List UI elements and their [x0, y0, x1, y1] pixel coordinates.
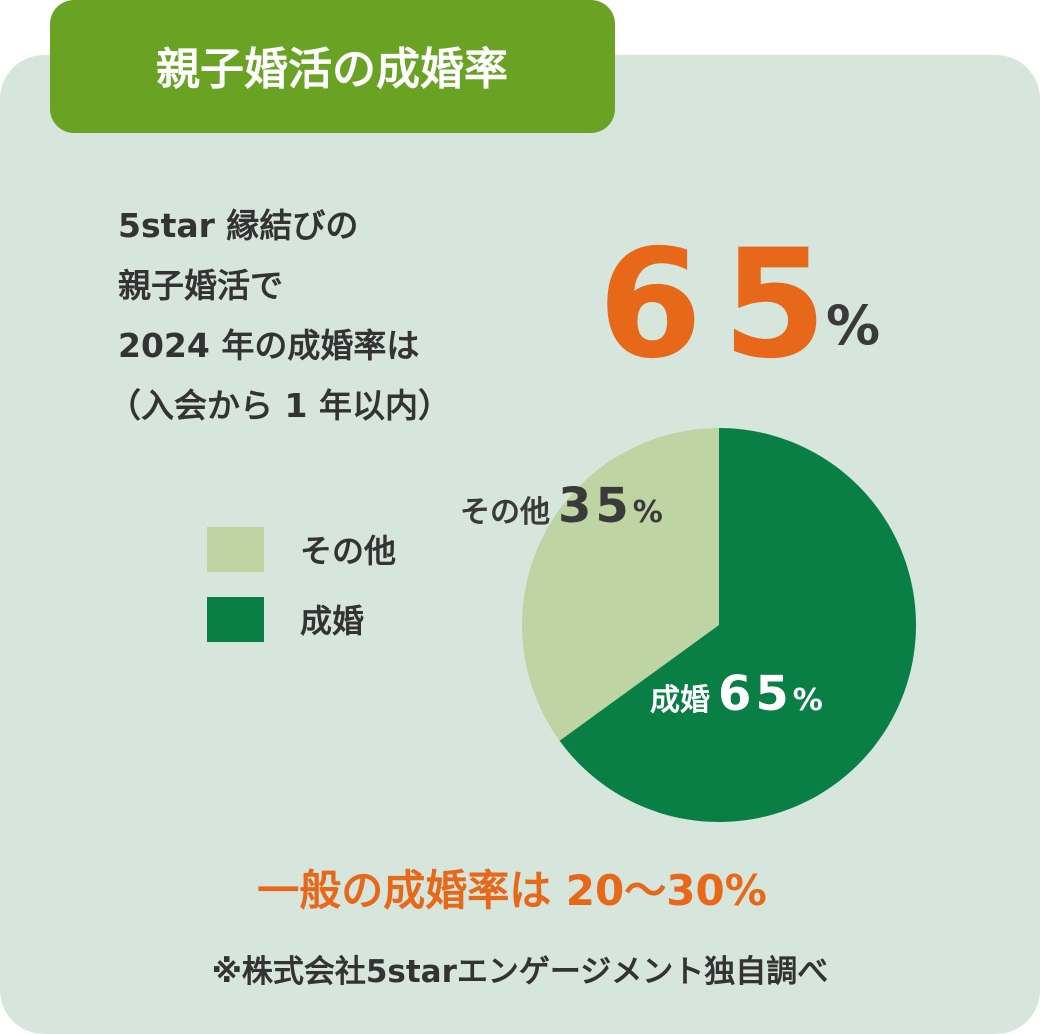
- description-line: 5star 縁結びの: [118, 206, 358, 245]
- headline-unit: %: [826, 294, 880, 357]
- legend-label: その他: [300, 532, 396, 570]
- data-label-unit: %: [793, 683, 823, 718]
- data-label-value: 35: [558, 478, 633, 534]
- data-label-value: 65: [718, 666, 793, 722]
- chart-title: 親子婚活の成婚率: [156, 44, 508, 95]
- data-label-name: その他: [460, 495, 550, 530]
- description-line: 2024 年の成婚率は: [118, 326, 419, 365]
- description-line: 親子婚活で: [118, 266, 283, 305]
- data-label: 成婚 65%: [650, 666, 823, 722]
- description-line: （入会から 1 年以内）: [108, 386, 451, 425]
- title-tab: [50, 0, 615, 133]
- headline-value: 65: [598, 218, 847, 392]
- data-label-unit: %: [633, 495, 663, 530]
- note: ※株式会社5starエンゲージメント独自調べ: [212, 954, 829, 990]
- legend-swatch: [207, 527, 264, 572]
- footer: 一般の成婚率は 20〜30%: [257, 866, 767, 915]
- pie: その他 35%成婚 65%: [460, 428, 916, 823]
- pie-slice: [522, 428, 719, 741]
- data-label: その他 35%: [460, 478, 663, 534]
- data-label-name: 成婚: [650, 683, 710, 718]
- legend-swatch: [207, 597, 264, 642]
- legend-label: 成婚: [300, 602, 364, 640]
- description: 5star 縁結びの 親子婚活で 2024 年の成婚率は （入会から 1 年以内…: [108, 206, 451, 425]
- pie-slice: [559, 428, 916, 823]
